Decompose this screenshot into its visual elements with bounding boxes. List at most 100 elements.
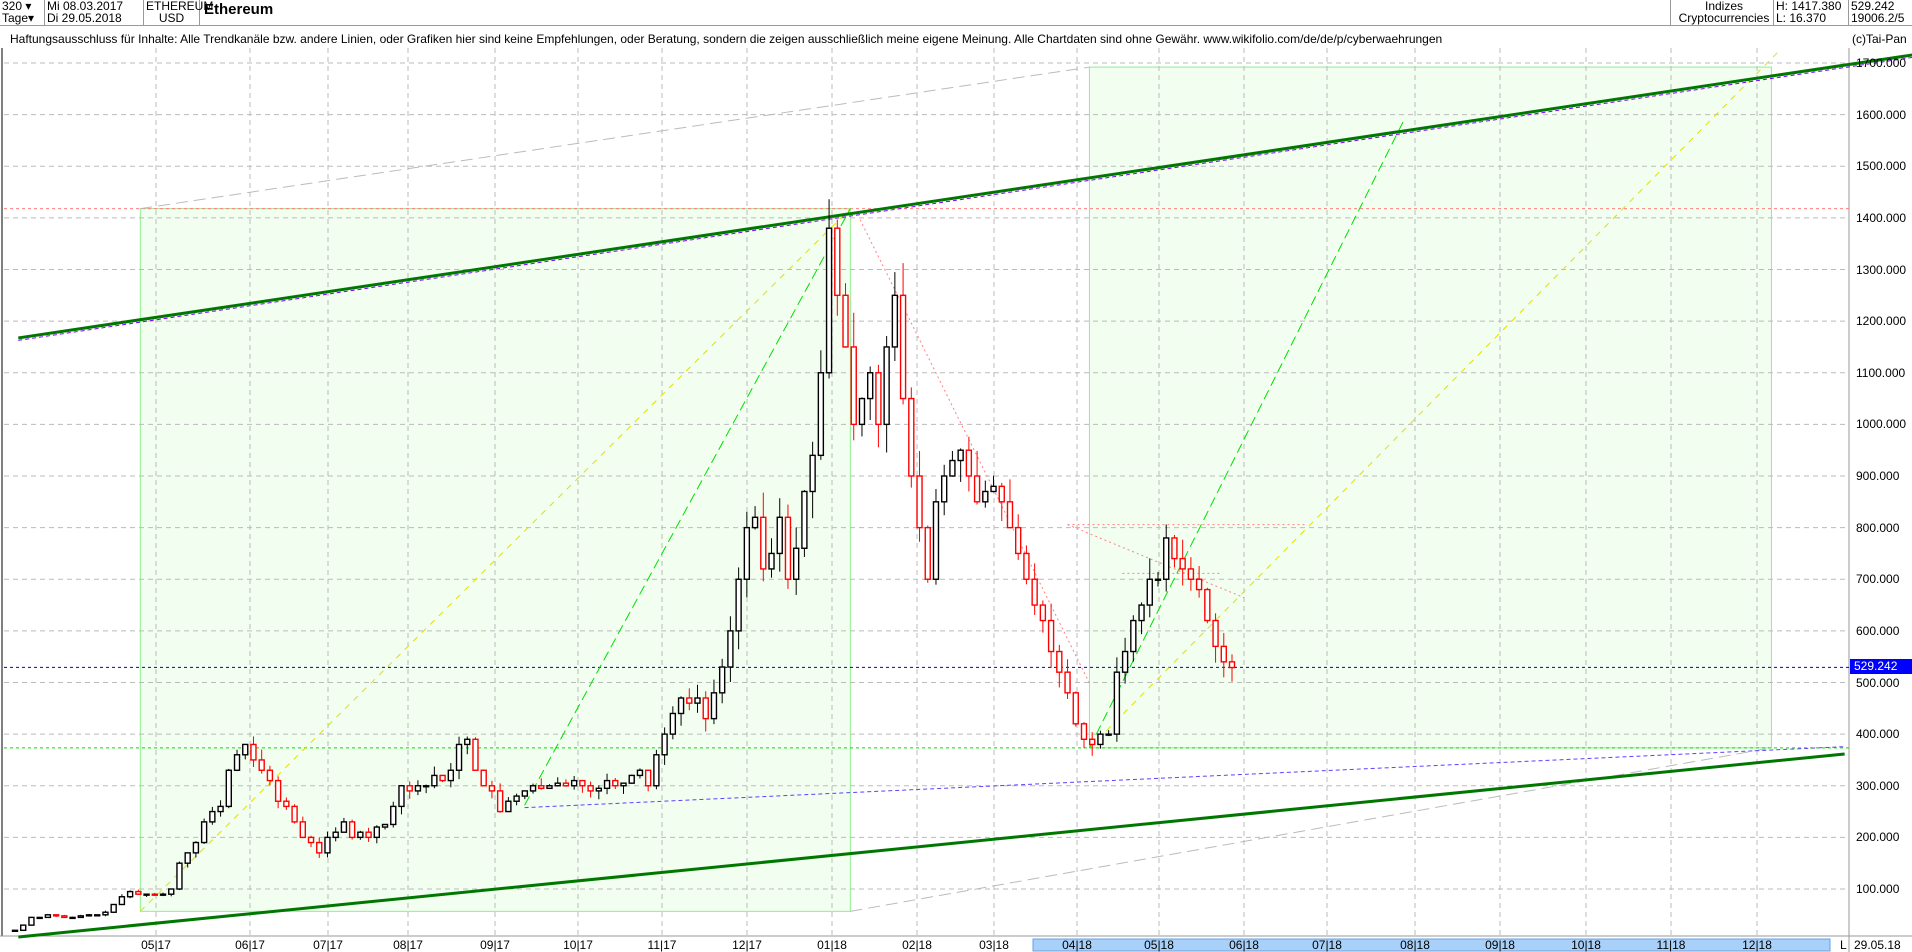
candle-up — [398, 785, 405, 808]
bars-count[interactable]: 320 ▾ — [2, 0, 32, 13]
candle-up — [677, 697, 685, 715]
candle-up — [661, 733, 668, 756]
candle-down — [480, 769, 487, 787]
candle-up — [143, 893, 150, 896]
lower-channel-line — [18, 752, 1845, 939]
candle-up — [36, 916, 43, 920]
candle-up — [447, 769, 455, 782]
candle-down — [784, 516, 792, 580]
candle-down — [1220, 645, 1227, 663]
period-selector[interactable]: 320 ▾ Tage▾ — [0, 0, 45, 25]
candle-up — [373, 826, 381, 839]
candle-up — [932, 501, 940, 580]
candle-down — [348, 821, 356, 839]
candle-up — [1130, 619, 1137, 653]
y-tick-label: 1200.000 — [1856, 314, 1907, 329]
yellow-dashed-line — [1089, 48, 1782, 749]
candle-up — [11, 929, 19, 932]
group-box: Indizes Cryptocurrencies — [1675, 0, 1774, 25]
candle-up — [529, 785, 537, 792]
candle-up — [381, 823, 389, 828]
title-box: Ethereum — [200, 0, 1671, 25]
candle-down — [291, 805, 298, 823]
low-value: L: 16.370 — [1776, 11, 1827, 25]
candle-up — [858, 397, 866, 426]
candle-up — [570, 779, 578, 787]
candle-up — [118, 896, 126, 906]
current-price-tag: 529.242 — [1850, 659, 1912, 675]
candle-up — [44, 914, 52, 919]
x-tick-label: 12|18 — [1742, 938, 1772, 952]
candle-down — [916, 475, 923, 529]
group-label: Indizes — [1704, 0, 1744, 13]
candle-up — [653, 754, 660, 787]
candle-down — [760, 516, 767, 570]
y-tick-label: 800.000 — [1856, 520, 1900, 535]
candle-up — [422, 785, 430, 788]
candle-up — [603, 779, 611, 790]
time-scrollbar[interactable] — [1032, 938, 1831, 952]
candle-up — [792, 547, 800, 580]
candle-up — [110, 903, 117, 913]
candle-down — [644, 769, 652, 787]
green-dashed-line — [524, 208, 851, 806]
candle-down — [1047, 619, 1055, 653]
candle-down — [52, 914, 60, 917]
candle-up — [817, 372, 825, 457]
candle-up — [332, 831, 339, 839]
candle-down — [151, 893, 158, 896]
unit-select[interactable]: Tage▾ — [2, 11, 35, 25]
candle-down — [973, 475, 981, 503]
candle-up — [949, 459, 956, 477]
x-tick-label: 02|18 — [902, 938, 932, 952]
date-range[interactable]: Mi 08.03.2017 Di 29.05.2018 — [45, 0, 144, 25]
candle-up — [1105, 733, 1112, 736]
last-box: 529.242 19006.2/5 — [1849, 0, 1912, 25]
y-tick-label: 1300.000 — [1856, 262, 1907, 277]
start-date[interactable]: Mi 08.03.2017 — [47, 0, 124, 13]
y-tick-label: 300.000 — [1856, 778, 1900, 793]
end-date[interactable]: Di 29.05.2018 — [47, 11, 122, 25]
candle-down — [924, 526, 931, 580]
symbol: ETHEREUM — [146, 0, 214, 13]
candle-down — [135, 890, 142, 895]
x-tick-label: 12|17 — [732, 938, 762, 952]
candle-down — [1179, 557, 1186, 570]
candle-down — [472, 738, 479, 771]
candle-down — [1089, 738, 1096, 746]
x-tick-label: 11|18 — [1656, 938, 1686, 952]
candle-up — [718, 666, 726, 694]
candle-down — [834, 227, 841, 297]
candle-up — [357, 831, 364, 839]
candle-down — [250, 743, 257, 761]
candle-up — [85, 914, 93, 917]
candle-up — [735, 578, 742, 632]
x-tick-label: 09|17 — [480, 938, 510, 952]
candle-down — [538, 785, 545, 790]
candle-up — [184, 852, 191, 864]
candle-down — [1195, 578, 1203, 591]
candle-down — [316, 841, 323, 854]
gray-dashed-line — [850, 747, 1772, 912]
disclaimer: Haftungsausschluss für Inhalte: Alle Tre… — [10, 32, 1443, 46]
x-tick-label: 10|18 — [1571, 938, 1601, 952]
x-tick-label: 08|18 — [1400, 938, 1430, 952]
candle-down — [496, 790, 504, 813]
extra-value: 19006.2/5 — [1851, 11, 1905, 25]
y-tick-label: 200.000 — [1856, 830, 1900, 845]
subgroup-label: Cryptocurrencies — [1678, 11, 1770, 25]
symbol-box: ETHEREUM USD — [144, 0, 214, 25]
red-dotted-line — [1067, 524, 1245, 599]
x-tick-label: 03|18 — [979, 938, 1009, 952]
candle-down — [875, 372, 882, 426]
x-tick-label: 04|18 — [1062, 938, 1092, 952]
candle-down — [686, 697, 693, 704]
candle-up — [192, 841, 200, 854]
candle-up — [217, 805, 224, 813]
candle-up — [390, 805, 397, 826]
candle-down — [1031, 578, 1038, 606]
candle-up — [751, 516, 759, 529]
candle-down — [365, 831, 372, 839]
candle-down — [1006, 501, 1014, 529]
